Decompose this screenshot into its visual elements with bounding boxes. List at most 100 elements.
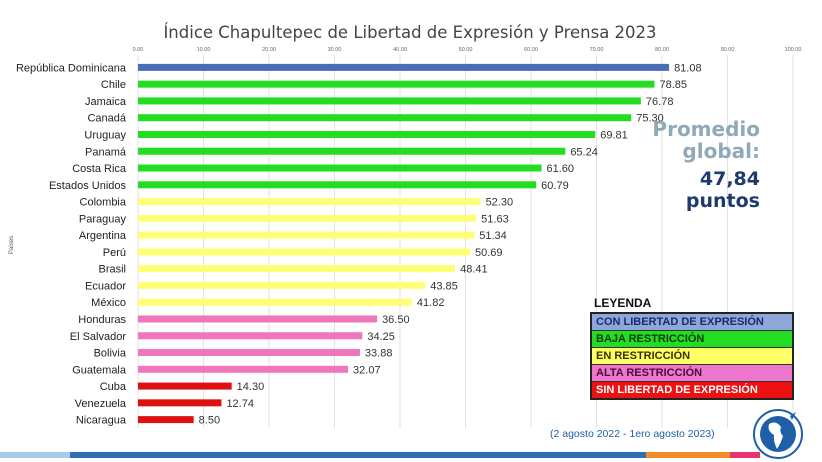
- legend-item: CON LIBERTAD DE EXPRESIÓN: [592, 314, 792, 331]
- legend-item: ALTA RESTRICCIÓN: [592, 365, 792, 382]
- average-label: Promedio global:: [652, 118, 760, 162]
- value-label: 43.85: [430, 280, 458, 292]
- category-label: Estados Unidos: [49, 180, 127, 192]
- bottom-bar-segment: [0, 452, 70, 458]
- category-label: México: [91, 297, 126, 309]
- value-label: 14.30: [237, 381, 265, 393]
- bar: [138, 332, 363, 340]
- value-label: 81.08: [674, 62, 702, 74]
- x-tick-label: 30.00: [328, 47, 342, 53]
- bar: [138, 214, 477, 222]
- bar: [138, 349, 360, 357]
- category-label: Ecuador: [85, 280, 126, 292]
- x-tick-label: 20.00: [262, 47, 276, 53]
- bars: [138, 63, 670, 424]
- value-label: 65.24: [570, 146, 598, 158]
- value-label: 76.78: [646, 96, 674, 108]
- bar: [138, 164, 542, 172]
- x-tick-label: 50.00: [459, 47, 473, 53]
- x-axis-ticks: 0.00 10.00 20.00 30.00 40.00 50.00 60.00 70.00 8…: [133, 47, 802, 53]
- bar: [138, 130, 596, 138]
- legend-item: SIN LIBERTAD DE EXPRESIÓN: [592, 382, 792, 398]
- bar: [138, 181, 537, 189]
- x-tick-label: 80.00: [655, 47, 669, 53]
- bar: [138, 97, 641, 105]
- bar: [138, 147, 566, 155]
- bar: [138, 231, 475, 239]
- value-label: 61.60: [546, 163, 574, 175]
- legend-box: CON LIBERTAD DE EXPRESIÓN BAJA RESTRICCIÓ…: [590, 312, 794, 400]
- value-label: 8.50: [199, 415, 220, 427]
- value-label: 51.63: [481, 213, 509, 225]
- bar: [138, 298, 412, 306]
- category-label: El Salvador: [70, 331, 127, 343]
- bottom-bar-segment: [70, 452, 646, 458]
- date-range: (2 agosto 2022 - 1ero agosto 2023): [550, 428, 715, 440]
- bar: [138, 63, 670, 71]
- value-label: 34.25: [367, 331, 395, 343]
- bar: [138, 281, 426, 289]
- value-label: 78.85: [659, 79, 687, 91]
- bar: [138, 248, 471, 256]
- average-value: 47,84: [699, 168, 760, 190]
- value-label: 41.82: [417, 297, 445, 309]
- average-unit: puntos: [685, 190, 760, 212]
- y-axis-label: Países: [9, 236, 15, 254]
- category-label: Panamá: [85, 146, 127, 158]
- value-label: 51.34: [479, 230, 507, 242]
- bar: [138, 198, 481, 206]
- legend: LEYENDA CON LIBERTAD DE EXPRESIÓN BAJA RE…: [590, 296, 794, 400]
- x-tick-label: 10.00: [197, 47, 211, 53]
- category-label: Cuba: [100, 381, 127, 393]
- legend-title: LEYENDA: [594, 296, 652, 310]
- average-value-block: 47,84 puntos: [686, 168, 760, 212]
- bar: [138, 416, 194, 424]
- value-label: 50.69: [475, 247, 503, 259]
- value-label: 12.74: [226, 398, 254, 410]
- value-label: 69.81: [600, 129, 628, 141]
- globe-logo-icon: [753, 409, 803, 459]
- category-label: Canadá: [87, 113, 126, 125]
- category-label: Bolivia: [94, 348, 127, 360]
- bar: [138, 365, 349, 373]
- x-tick-label: 40.00: [393, 47, 407, 53]
- value-label: 36.50: [382, 314, 410, 326]
- category-label: Venezuela: [75, 398, 127, 410]
- x-tick-label: 70.00: [590, 47, 604, 53]
- x-tick-label: 90.00: [721, 47, 735, 53]
- bar: [138, 315, 378, 323]
- bar: [138, 265, 456, 273]
- chart-title: Índice Chapultepec de Libertad de Expres…: [163, 23, 656, 42]
- bar: [138, 382, 232, 390]
- value-label: 33.88: [365, 348, 393, 360]
- category-label: Brasil: [98, 264, 126, 276]
- value-label: 60.79: [541, 180, 569, 192]
- category-label: Uruguay: [84, 129, 126, 141]
- category-label: Honduras: [78, 314, 126, 326]
- legend-item: EN RESTRICCIÓN: [592, 348, 792, 365]
- category-label: Jamaica: [85, 96, 127, 108]
- average-label-line1: Promedio: [652, 117, 760, 141]
- value-label: 52.30: [486, 197, 514, 209]
- x-tick-label: 0.00: [133, 47, 144, 53]
- x-tick-label: 60.00: [524, 47, 538, 53]
- category-label: Perú: [103, 247, 126, 259]
- category-label: Nicaragua: [76, 415, 127, 427]
- bottom-bar-segment: [730, 452, 760, 458]
- category-label: Costa Rica: [72, 163, 127, 175]
- category-label: Colombia: [80, 197, 127, 209]
- category-label: República Dominicana: [16, 62, 127, 74]
- category-label: Chile: [101, 79, 126, 91]
- bar: [138, 114, 632, 122]
- value-label: 75.30: [636, 113, 664, 125]
- category-label: Paraguay: [79, 213, 127, 225]
- category-label: Argentina: [79, 230, 127, 242]
- x-tick-label: 100.00: [785, 47, 802, 53]
- legend-item: BAJA RESTRICCIÓN: [592, 331, 792, 348]
- value-label: 32.07: [353, 364, 381, 376]
- average-label-line2: global:: [682, 139, 760, 163]
- bottom-bar-segment: [646, 452, 730, 458]
- bar: [138, 80, 655, 88]
